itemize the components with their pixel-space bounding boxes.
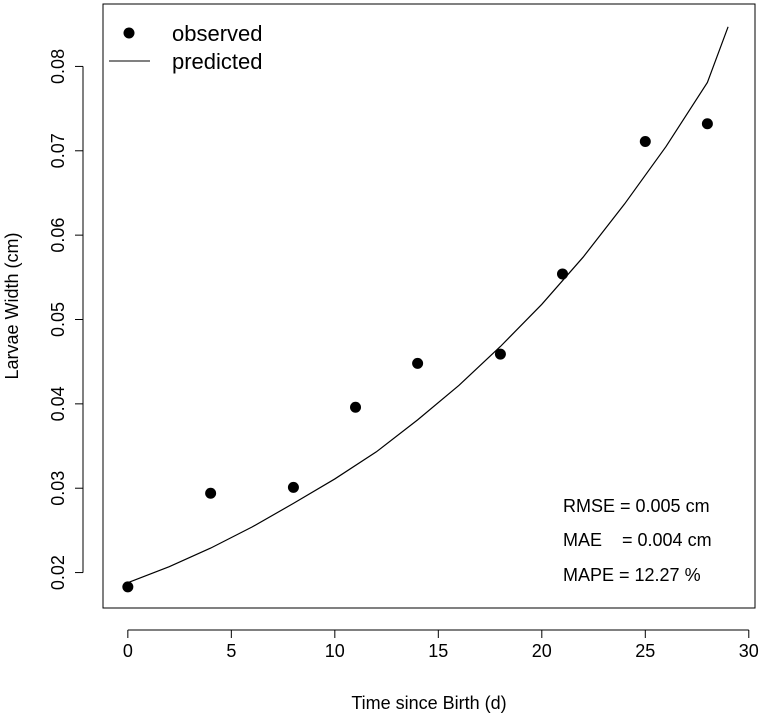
predicted-line xyxy=(127,26,729,584)
x-tick-label: 25 xyxy=(635,641,655,661)
x-tick-label: 5 xyxy=(226,641,236,661)
y-axis-title: Larvae Width (cm) xyxy=(2,232,22,379)
legend-observed-label: observed xyxy=(172,21,263,46)
y-tick-label: 0.03 xyxy=(48,471,68,506)
observed-point xyxy=(122,581,134,593)
x-tick-label: 15 xyxy=(428,641,448,661)
y-tick-label: 0.05 xyxy=(48,302,68,337)
legend: observed predicted xyxy=(109,21,263,74)
stats-box: RMSE = 0.005 cm MAE = 0.004 cm MAPE = 12… xyxy=(563,496,712,585)
x-tick-label: 30 xyxy=(739,641,759,661)
observed-point xyxy=(701,118,713,130)
y-tick-label: 0.04 xyxy=(48,386,68,421)
y-tick-label: 0.06 xyxy=(48,218,68,253)
stat-mape: MAPE = 12.27 % xyxy=(563,565,701,585)
legend-predicted-label: predicted xyxy=(172,49,263,74)
legend-observed-marker xyxy=(123,27,135,39)
y-tick-label: 0.07 xyxy=(48,133,68,168)
y-axis: 0.02 0.03 0.04 0.05 0.06 0.07 0.08 xyxy=(48,49,84,590)
observed-point xyxy=(287,481,299,493)
plot-frame xyxy=(102,3,756,609)
observed-point xyxy=(639,136,651,148)
x-tick-label: 0 xyxy=(123,641,133,661)
observed-point xyxy=(412,357,424,369)
observed-point xyxy=(350,401,362,413)
observed-point xyxy=(494,348,506,360)
x-axis-title: Time since Birth (d) xyxy=(351,693,506,713)
stat-rmse: RMSE = 0.005 cm xyxy=(563,496,710,516)
observed-point xyxy=(557,268,569,280)
y-tick-label: 0.02 xyxy=(48,555,68,590)
x-tick-label: 20 xyxy=(532,641,552,661)
x-tick-label: 10 xyxy=(325,641,345,661)
y-tick-label: 0.08 xyxy=(48,49,68,84)
series-layer xyxy=(122,26,729,593)
x-axis: 0 5 10 15 20 25 30 xyxy=(123,629,759,661)
observed-point xyxy=(205,487,217,499)
stat-mae: MAE = 0.004 cm xyxy=(563,530,712,550)
